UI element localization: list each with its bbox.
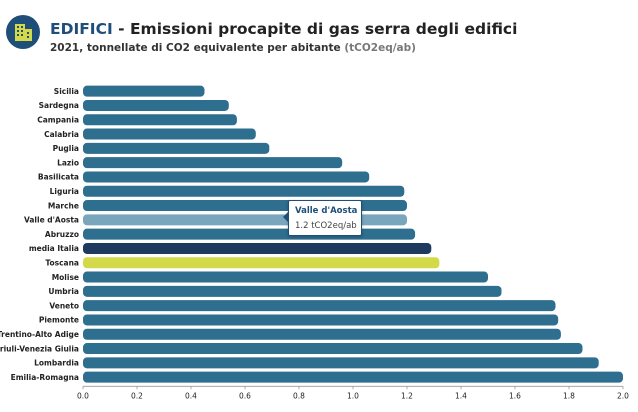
tooltip-title: Valle d'Aosta [295, 206, 358, 216]
title-highlight: EDIFICI [50, 20, 113, 38]
category-label: Campania [37, 115, 79, 124]
x-tick-label: 0.4 [185, 391, 197, 400]
chart-tooltip: Valle d'Aosta 1.2 tCO2eq/ab [283, 200, 362, 236]
category-label: media Italia [29, 244, 79, 253]
x-tick-label: 0.8 [293, 391, 305, 400]
category-label: Friuli-Venezia Giulia [0, 344, 79, 353]
category-label: Marche [48, 201, 79, 210]
category-label: Calabria [44, 130, 79, 139]
category-label: Umbria [48, 287, 79, 296]
subtitle-main: 2021, tonnellate di CO2 equivalente per … [50, 42, 345, 54]
category-label: Toscana [45, 258, 79, 267]
title-rest: - Emissioni procapite di gas serra degli… [112, 20, 518, 38]
bar-basilicata [83, 171, 370, 183]
category-label: Veneto [49, 301, 79, 310]
chart-title: EDIFICI - Emissioni procapite di gas ser… [50, 20, 517, 38]
bar-media-italia [83, 242, 432, 254]
x-tick-label: 1.8 [563, 391, 575, 400]
bar-trentino-alto-adige [83, 328, 561, 340]
bar-toscana [83, 257, 440, 269]
tooltip-value: 1.2 tCO2eq/ab [295, 221, 357, 231]
x-tick-label: 2.0 [617, 391, 629, 400]
category-label: Liguria [50, 187, 79, 196]
category-label: Emilia-Romagna [11, 373, 79, 382]
bar-abruzzo [83, 228, 416, 240]
bar-liguria [83, 185, 405, 197]
bar-sicilia [83, 85, 205, 97]
bar-piemonte [83, 314, 559, 326]
category-label: Molise [52, 273, 79, 282]
bar-chart: Sicilia Sardegna Campania Calabria Puglia Laz… [0, 85, 629, 400]
x-tick-label: 1.6 [509, 391, 521, 400]
subtitle-unit: (tCO2eq/ab) [344, 42, 416, 54]
category-label: Piemonte [39, 316, 79, 325]
bar-campania [83, 114, 237, 126]
x-tick-label: 0.2 [131, 391, 143, 400]
tooltip-arrow [283, 211, 289, 223]
building-icon [6, 15, 40, 49]
x-tick-label: 0.6 [239, 391, 251, 400]
category-label: Trentino-Alto Adige [0, 330, 79, 339]
x-tick-label: 1.0 [347, 391, 359, 400]
bar-friuli-venezia-giulia [83, 343, 583, 355]
category-label: Sardegna [39, 101, 79, 110]
category-label: Abruzzo [45, 230, 79, 239]
bar-lazio [83, 157, 343, 169]
chart-subtitle: 2021, tonnellate di CO2 equivalente per … [50, 42, 416, 54]
bar-calabria [83, 128, 256, 140]
bar-emilia-romagna [83, 371, 623, 383]
chart-header: EDIFICI - Emissioni procapite di gas ser… [0, 0, 638, 60]
bar-molise [83, 271, 488, 283]
category-label: Lazio [57, 158, 79, 167]
x-tick-label: 0.0 [77, 391, 89, 400]
bar-umbria [83, 285, 502, 297]
bar-lombardia [83, 357, 599, 369]
category-label: Basilicata [38, 173, 79, 182]
category-label: Puglia [53, 144, 79, 153]
x-tick-label: 1.4 [455, 391, 467, 400]
bar-sardegna [83, 99, 229, 111]
category-label: Valle d'Aosta [24, 216, 79, 225]
bar-veneto [83, 300, 556, 312]
category-label: Sicilia [54, 87, 79, 96]
category-label: Lombardia [34, 359, 79, 368]
x-tick-label: 1.2 [401, 391, 413, 400]
bar-puglia [83, 142, 270, 154]
